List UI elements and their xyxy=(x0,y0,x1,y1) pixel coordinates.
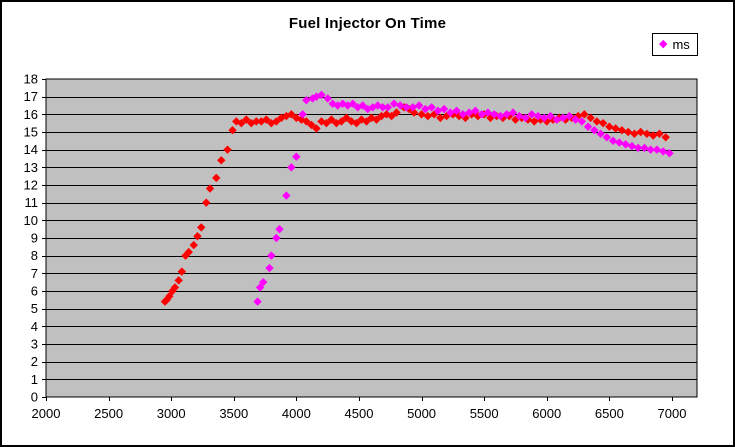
chart-title: Fuel Injector On Time xyxy=(288,15,447,32)
svg-text:4000: 4000 xyxy=(282,406,311,421)
svg-text:13: 13 xyxy=(24,160,38,175)
svg-text:1: 1 xyxy=(31,372,38,387)
svg-text:6000: 6000 xyxy=(532,406,561,421)
legend: ◆ ms xyxy=(652,33,698,56)
svg-text:2500: 2500 xyxy=(94,406,123,421)
svg-text:7000: 7000 xyxy=(658,406,687,421)
legend-label: ms xyxy=(672,37,690,52)
svg-text:0: 0 xyxy=(31,390,38,405)
svg-text:4500: 4500 xyxy=(345,406,374,421)
svg-text:9: 9 xyxy=(31,231,38,246)
svg-text:14: 14 xyxy=(24,142,38,157)
svg-text:17: 17 xyxy=(24,89,38,104)
svg-text:5500: 5500 xyxy=(470,406,499,421)
series-ms xyxy=(253,90,674,306)
svg-text:10: 10 xyxy=(24,213,38,228)
x-axis-labels: 2000 2500 3000 3500 4000 4500 5000 5500 6000 6500… xyxy=(32,397,687,421)
svg-text:11: 11 xyxy=(25,195,39,210)
diamond-marker-icon: ◆ xyxy=(659,38,668,50)
svg-text:3: 3 xyxy=(31,337,38,352)
svg-text:8: 8 xyxy=(31,248,38,263)
svg-text:2000: 2000 xyxy=(32,406,61,421)
svg-text:6: 6 xyxy=(31,284,38,299)
svg-text:16: 16 xyxy=(24,107,38,122)
svg-text:4: 4 xyxy=(31,319,38,334)
svg-text:2: 2 xyxy=(31,354,38,369)
svg-text:6500: 6500 xyxy=(595,406,624,421)
svg-text:3500: 3500 xyxy=(219,406,248,421)
svg-text:12: 12 xyxy=(24,178,38,193)
svg-text:3000: 3000 xyxy=(157,406,186,421)
svg-text:18: 18 xyxy=(24,72,38,87)
svg-text:15: 15 xyxy=(24,125,38,140)
gridlines xyxy=(46,97,697,380)
svg-text:5000: 5000 xyxy=(407,406,436,421)
svg-text:7: 7 xyxy=(31,266,38,281)
svg-text:5: 5 xyxy=(31,301,38,316)
